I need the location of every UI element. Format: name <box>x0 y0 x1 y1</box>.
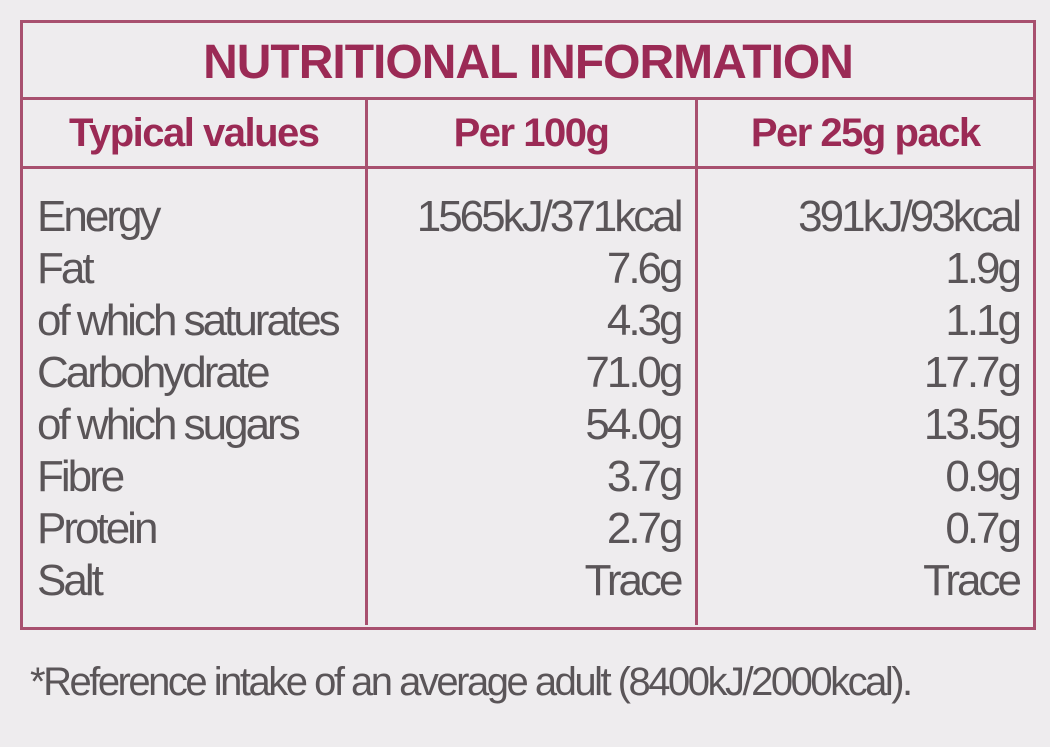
nutrient-row: Fat 7.6g 1.9g <box>23 243 1033 295</box>
nutrient-name: Carbohydrate <box>37 348 271 397</box>
nutrition-panel: NUTRITIONAL INFORMATION Typical values Pe… <box>20 20 1036 630</box>
nutrient-value: 391kJ/93kcal <box>694 167 1033 243</box>
footnote: *Reference intake of an average adult (8… <box>30 660 913 704</box>
nutrient-row: Fibre 3.7g 0.9g <box>23 451 1033 503</box>
nutrient-name: Fibre <box>37 452 125 501</box>
nutrient-row: Energy 1565kJ/371kcal 391kJ/93kcal <box>23 167 1033 243</box>
nutrient-value: Trace <box>364 555 696 625</box>
nutrient-name: of which saturates <box>37 296 341 345</box>
nutrient-name: Protein <box>37 504 158 553</box>
nutrient-row: Protein 2.7g 0.7g <box>23 503 1033 555</box>
nutrient-value: 1565kJ/371kcal <box>364 167 696 243</box>
table-body: Energy 1565kJ/371kcal 391kJ/93kcal Fat 7.6g 1… <box>23 167 1033 625</box>
nutrient-value: 13.5g <box>694 399 1033 451</box>
nutrient-value: 3.7g <box>364 451 696 503</box>
header-row: Typical values Per 100g Per 25g pack <box>23 100 1033 169</box>
nutrient-row: of which sugars 54.0g 13.5g <box>23 399 1033 451</box>
nutrient-value: 0.7g <box>694 503 1033 555</box>
nutrient-row: Carbohydrate 71.0g 17.7g <box>23 347 1033 399</box>
nutrient-name: Fat <box>37 244 95 293</box>
nutrient-value: 0.9g <box>694 451 1033 503</box>
nutrient-row: of which saturates 4.3g 1.1g <box>23 295 1033 347</box>
column-header: Per 100g <box>364 100 696 169</box>
column-header: Typical values <box>23 100 366 169</box>
nutrient-value: 1.9g <box>694 243 1033 295</box>
nutrient-value: 54.0g <box>364 399 696 451</box>
nutrient-value: Trace <box>694 555 1033 625</box>
panel-title: NUTRITIONAL INFORMATION <box>23 23 1033 100</box>
nutrient-name: of which sugars <box>37 400 301 449</box>
nutrition-table: Typical values Per 100g Per 25g pack Energ… <box>23 100 1033 625</box>
nutrient-value: 7.6g <box>364 243 696 295</box>
nutrient-value: 17.7g <box>694 347 1033 399</box>
nutrient-name: Energy <box>37 192 161 241</box>
nutrient-value: 4.3g <box>364 295 696 347</box>
nutrient-value: 2.7g <box>364 503 696 555</box>
nutrient-name: Salt <box>37 556 104 605</box>
nutrient-value: 1.1g <box>694 295 1033 347</box>
column-header: Per 25g pack <box>694 100 1033 169</box>
nutrient-row: Salt Trace Trace <box>23 555 1033 625</box>
nutrient-value: 71.0g <box>364 347 696 399</box>
